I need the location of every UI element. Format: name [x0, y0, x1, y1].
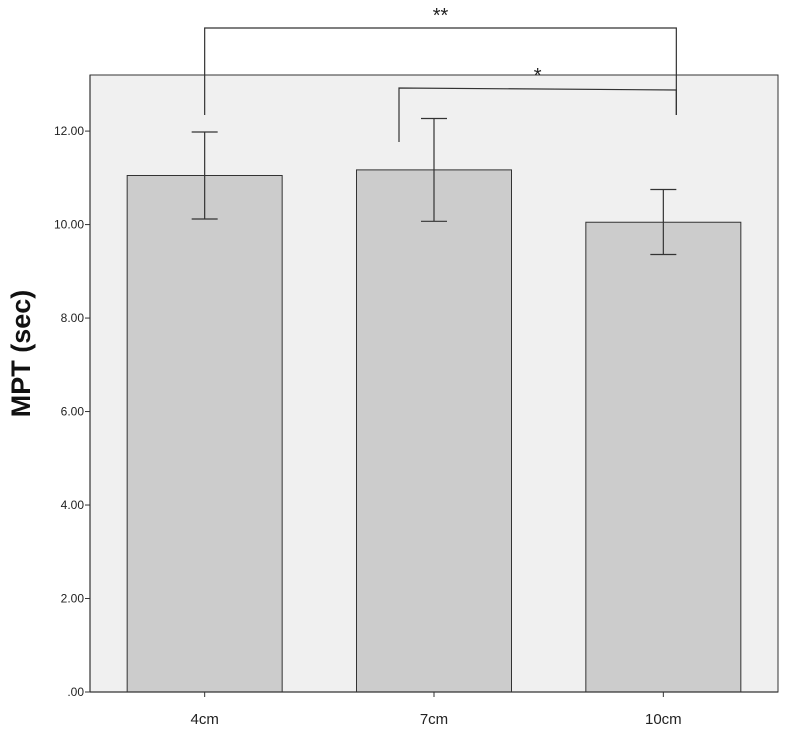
significance-label: *: [534, 65, 542, 87]
significance-bracket: [204, 27, 677, 115]
x-axis: 4cm 7cm 10cm: [90, 691, 778, 728]
bars: [126, 169, 742, 693]
error-bars: [191, 117, 677, 256]
x-tick-label: 7cm: [420, 711, 448, 728]
significance-brackets: ***: [204, 5, 677, 142]
bar: [126, 174, 283, 693]
y-axis-label: MPT (sec): [6, 290, 36, 418]
y-tick-label: 4.00: [61, 498, 85, 512]
y-tick-label: 10.00: [54, 218, 84, 232]
y-tick-label: 2.00: [61, 592, 85, 606]
y-tick-label: .00: [67, 685, 84, 699]
y-tick-label: 12.00: [54, 124, 84, 138]
x-tick-label: 4cm: [190, 711, 218, 728]
x-tick-label: 10cm: [645, 711, 682, 728]
y-axis: .00 2.00 4.00 6.00 8.00 10.00 12.00: [54, 75, 91, 699]
y-tick-label: 8.00: [61, 311, 85, 325]
y-tick-label: 6.00: [61, 405, 85, 419]
bar: [356, 169, 512, 693]
bar: [585, 221, 742, 693]
significance-label: **: [433, 5, 449, 27]
significance-bracket: [398, 87, 677, 142]
